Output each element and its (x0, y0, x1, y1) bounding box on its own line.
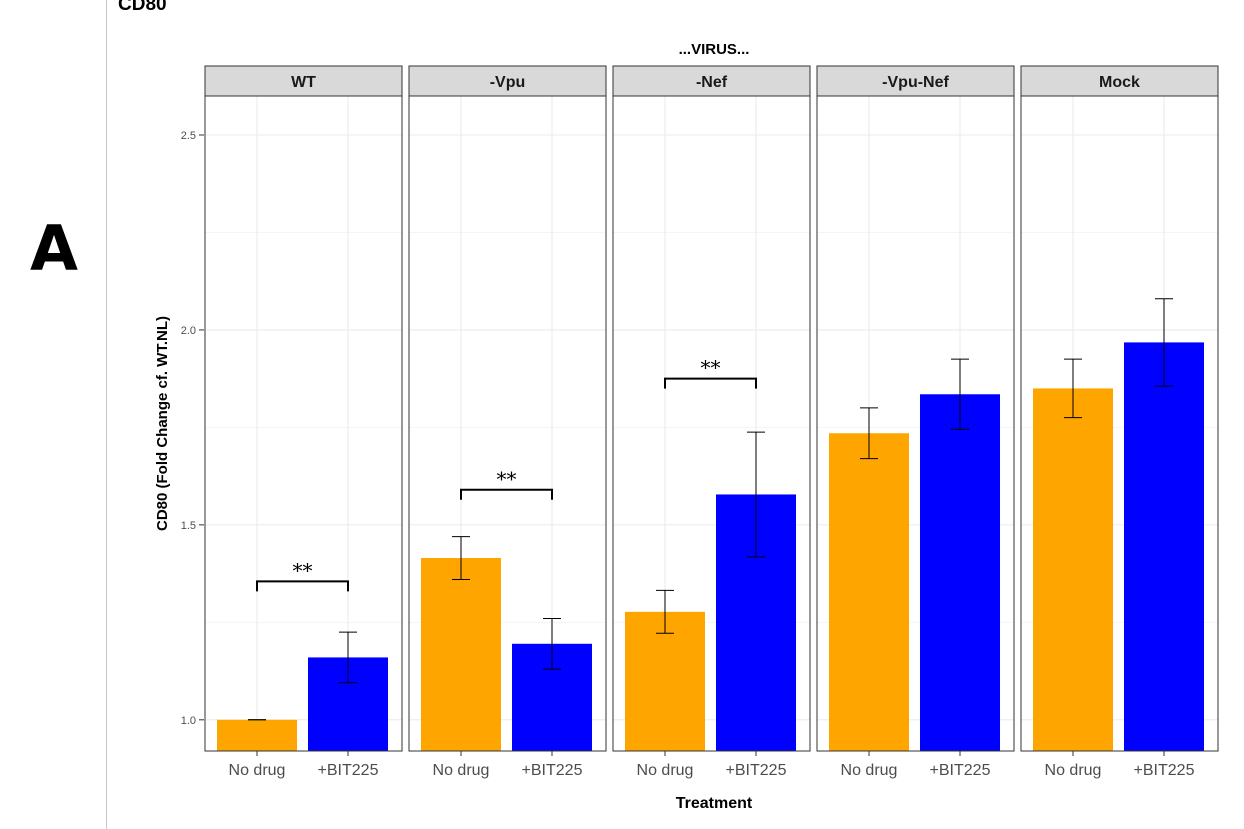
x-tick-label: +BIT225 (1134, 762, 1195, 779)
facet-panel-border (1020, 95, 1219, 752)
facet-label: WT (291, 74, 316, 91)
facet-panel-border (204, 95, 403, 752)
panel-letter: A (30, 212, 78, 285)
y-tick-label: 2.0 (181, 325, 196, 337)
facet-label: -Nef (696, 74, 728, 91)
bar (920, 394, 1000, 751)
facet-panel-bg (205, 96, 402, 751)
x-tick-label: +BIT225 (726, 762, 787, 779)
x-tick-label: +BIT225 (318, 762, 379, 779)
facet-strip (612, 65, 811, 97)
facet-strip (204, 65, 403, 97)
y-axis-label: CD80 (Fold Change cf. WT.NL) (154, 316, 171, 531)
facet-panel-border (816, 95, 1015, 752)
bar (421, 558, 501, 751)
x-tick-label: +BIT225 (522, 762, 583, 779)
facet-label: Mock (1099, 74, 1140, 91)
x-tick-label: No drug (433, 762, 490, 779)
significance-label: ** (497, 467, 517, 491)
x-tick-label: No drug (637, 762, 694, 779)
figure-corner-title: CD80 (118, 0, 167, 15)
facet-panel-border (408, 95, 607, 752)
chart-title: ...VIRUS... (679, 41, 750, 58)
bar (1033, 388, 1113, 751)
y-tick-label: 2.5 (181, 130, 196, 142)
significance-bracket (664, 377, 757, 389)
facet-strip (1020, 65, 1219, 97)
facet-strip (816, 65, 1015, 97)
significance-bracket (460, 488, 553, 500)
x-tick-label: No drug (1045, 762, 1102, 779)
y-tick-label: 1.0 (181, 715, 196, 727)
x-tick-label: +BIT225 (930, 762, 991, 779)
bar (1124, 342, 1204, 751)
facet-panel-border (612, 95, 811, 752)
x-tick-label: No drug (229, 762, 286, 779)
left-divider-line (106, 0, 107, 829)
bar (217, 719, 297, 751)
significance-label: ** (701, 356, 721, 380)
significance-label: ** (293, 558, 313, 582)
y-tick-label: 1.5 (181, 520, 196, 532)
facet-label: -Vpu-Nef (882, 74, 949, 91)
x-tick-label: No drug (841, 762, 898, 779)
bar (829, 433, 909, 751)
bar (625, 611, 705, 751)
facet-label: -Vpu (490, 74, 526, 91)
significance-bracket (256, 580, 349, 592)
x-axis-label: Treatment (676, 795, 753, 812)
